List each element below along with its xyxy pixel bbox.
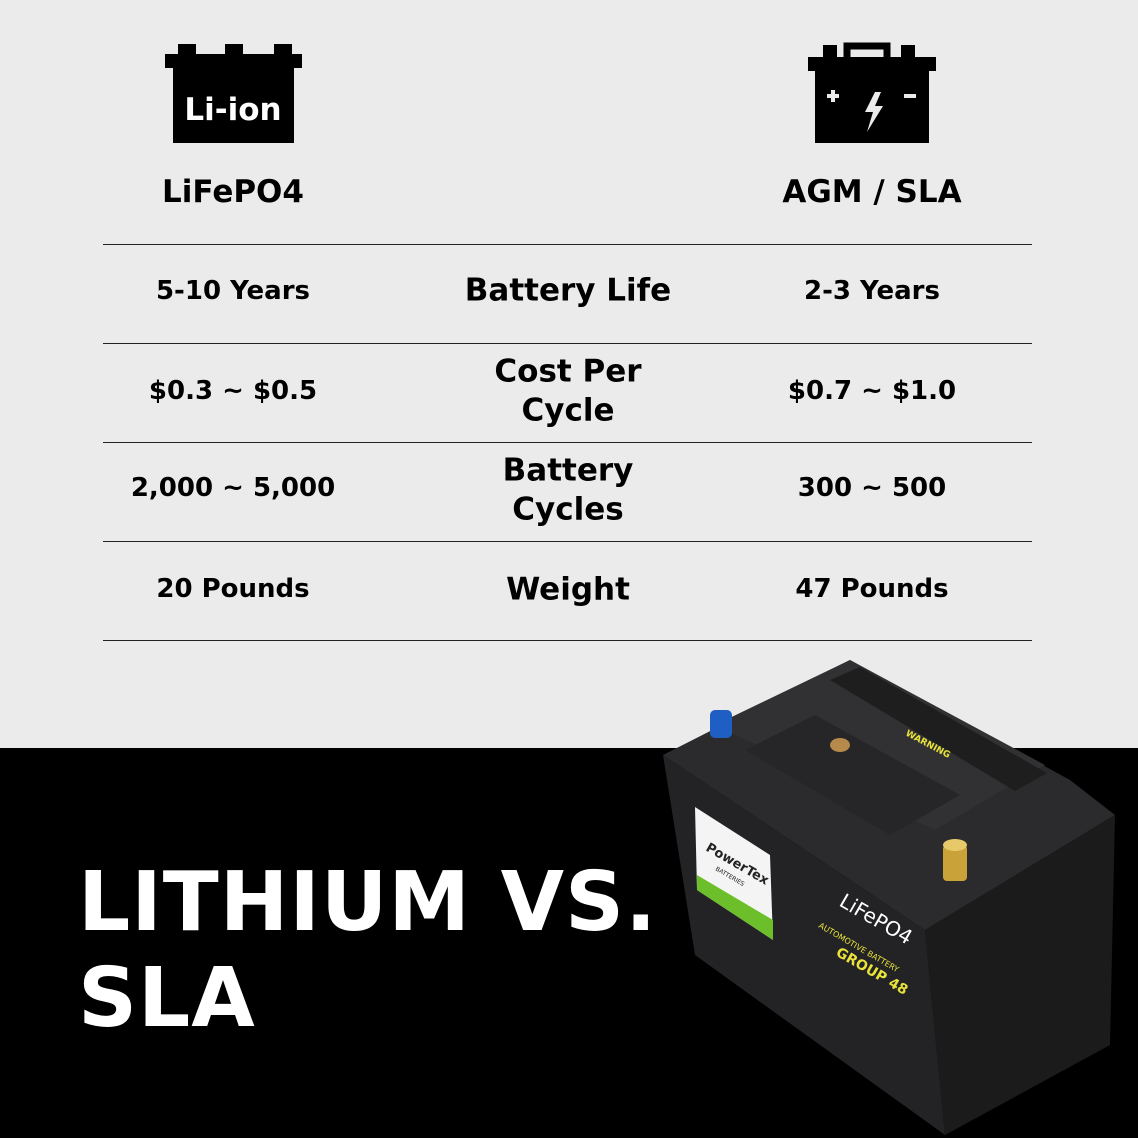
lifepo4-value: $0.3 ~ $0.5 (148, 375, 318, 406)
agm-value: 300 ~ 500 (797, 472, 947, 503)
metric-label: Cost Per Cycle (494, 353, 642, 428)
metric-label: Battery Cycles (502, 452, 634, 527)
battery-product-image: WARNING PowerTex BATTERIES LiFePO4 AUTOM… (663, 660, 1115, 1135)
headline: LITHIUM VS. SLA (78, 855, 657, 1047)
li-ion-icon-text: Li-ion (184, 92, 281, 128)
lead-acid-battery-icon (808, 42, 936, 143)
metric-label: Weight (506, 571, 630, 608)
agm-sla-header: AGM / SLA (782, 174, 962, 210)
lifepo4-header: LiFePO4 (162, 174, 304, 210)
lifepo4-value: 20 Pounds (156, 573, 310, 604)
lifepo4-value: 5-10 Years (155, 275, 311, 306)
divider (103, 244, 1032, 245)
divider (103, 541, 1032, 542)
divider (103, 640, 1032, 641)
agm-value: 47 Pounds (795, 573, 949, 604)
agm-value: $0.7 ~ $1.0 (787, 375, 957, 406)
metric-label: Battery Life (464, 272, 672, 309)
headline-line-1: LITHIUM VS. (78, 855, 658, 950)
agm-value: 2-3 Years (804, 275, 940, 306)
divider (103, 442, 1032, 443)
divider (103, 343, 1032, 344)
lifepo4-value: 2,000 ~ 5,000 (130, 472, 336, 503)
headline-line-2: SLA (78, 951, 256, 1046)
li-ion-battery-icon: Li-ion (165, 44, 302, 143)
